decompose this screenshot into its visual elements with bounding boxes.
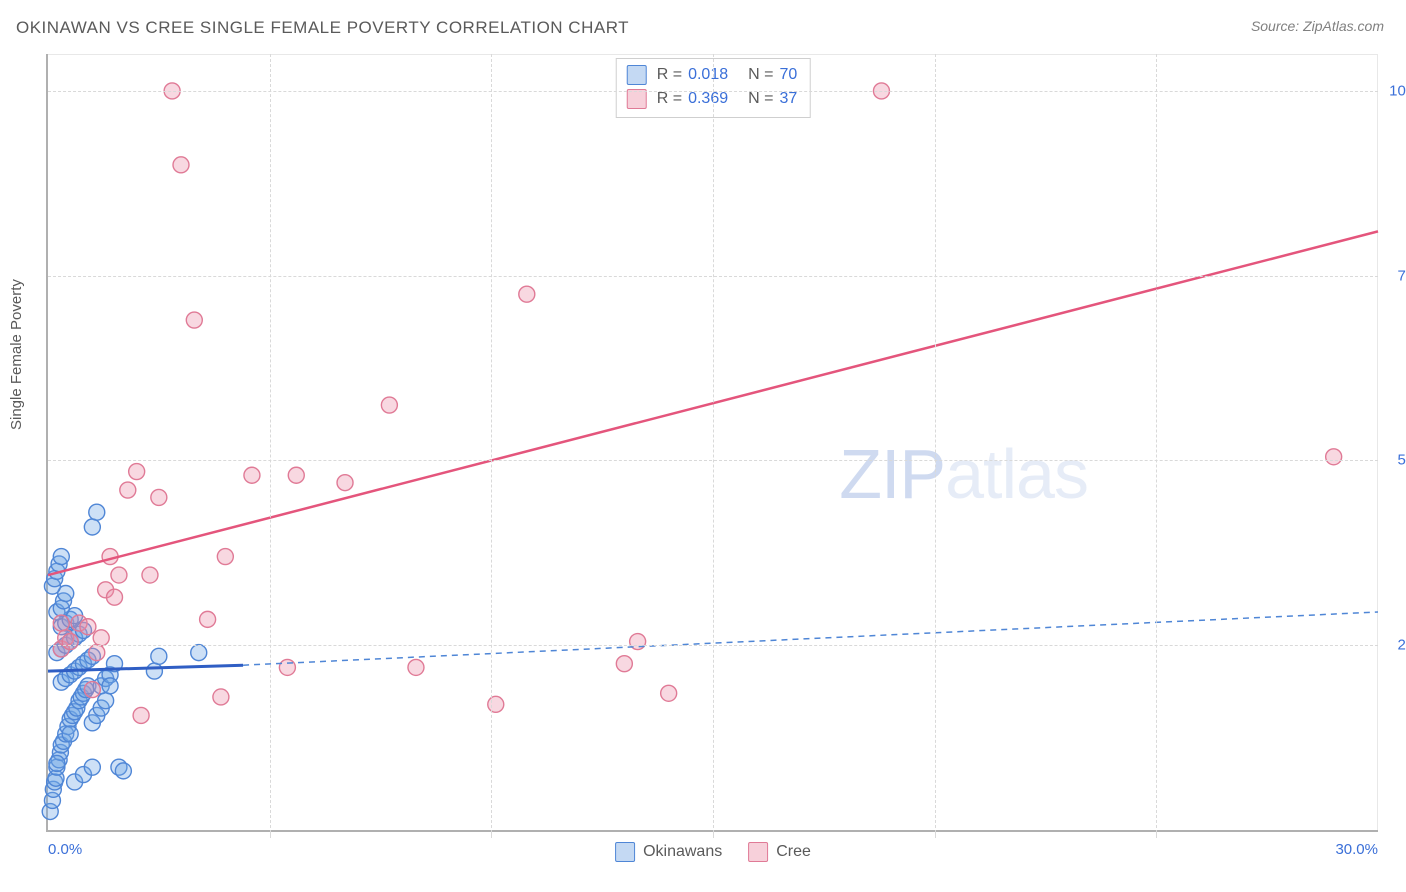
legend-value: 70: [779, 63, 797, 87]
y-tick-label: 50.0%: [1384, 452, 1406, 469]
data-point: [107, 589, 123, 605]
y-axis-label: Single Female Poverty: [8, 279, 25, 430]
data-point: [49, 755, 65, 771]
data-point: [279, 659, 295, 675]
series-legend: Okinawans Cree: [615, 842, 811, 862]
data-point: [151, 489, 167, 505]
data-point: [381, 397, 397, 413]
data-point: [53, 615, 69, 631]
gridline-v: [935, 54, 936, 838]
data-point: [1326, 449, 1342, 465]
data-point: [84, 759, 100, 775]
legend-item: Okinawans: [615, 842, 722, 862]
swatch-icon: [615, 842, 635, 862]
data-point: [80, 619, 96, 635]
legend-row: R = 0.018 N = 70: [627, 63, 798, 87]
data-point: [408, 659, 424, 675]
plot-area: ZIPatlas R = 0.018 N = 70 R = 0.369 N = …: [46, 54, 1378, 832]
data-point: [488, 696, 504, 712]
data-point: [111, 567, 127, 583]
data-point: [217, 549, 233, 565]
gridline-v: [270, 54, 271, 838]
data-point: [151, 648, 167, 664]
source-label: Source: ZipAtlas.com: [1251, 18, 1384, 34]
legend-label: R =: [657, 63, 682, 87]
data-point: [120, 482, 136, 498]
chart-title: OKINAWAN VS CREE SINGLE FEMALE POVERTY C…: [16, 18, 629, 38]
swatch-icon: [627, 89, 647, 109]
y-tick-label: 75.0%: [1384, 267, 1406, 284]
data-point: [146, 663, 162, 679]
data-point: [186, 312, 202, 328]
gridline-v: [1156, 54, 1157, 838]
data-point: [84, 519, 100, 535]
swatch-icon: [627, 65, 647, 85]
data-point: [89, 645, 105, 661]
x-tick-label: 30.0%: [1335, 841, 1378, 858]
data-point: [213, 689, 229, 705]
data-point: [129, 464, 145, 480]
data-point: [98, 693, 114, 709]
data-point: [616, 656, 632, 672]
data-point: [661, 685, 677, 701]
legend-label: N =: [748, 63, 773, 87]
data-point: [53, 549, 69, 565]
data-point: [288, 467, 304, 483]
x-tick-label: 0.0%: [48, 841, 82, 858]
data-point: [89, 504, 105, 520]
data-point: [62, 726, 78, 742]
data-point: [173, 157, 189, 173]
data-point: [200, 611, 216, 627]
chart-container: OKINAWAN VS CREE SINGLE FEMALE POVERTY C…: [0, 0, 1406, 892]
y-tick-label: 100.0%: [1384, 82, 1406, 99]
data-point: [191, 645, 207, 661]
data-point: [519, 286, 535, 302]
data-point: [84, 682, 100, 698]
gridline-v: [491, 54, 492, 838]
gridline-v: [713, 54, 714, 838]
data-point: [102, 678, 118, 694]
legend-value: 0.018: [688, 63, 728, 87]
legend-item-label: Okinawans: [643, 843, 722, 861]
data-point: [115, 763, 131, 779]
data-point: [93, 630, 109, 646]
data-point: [133, 707, 149, 723]
trend-line-extrapolated: [243, 612, 1378, 665]
y-tick-label: 25.0%: [1384, 637, 1406, 654]
data-point: [244, 467, 260, 483]
swatch-icon: [748, 842, 768, 862]
data-point: [142, 567, 158, 583]
data-point: [62, 634, 78, 650]
data-point: [337, 475, 353, 491]
legend-item: Cree: [748, 842, 811, 862]
legend-item-label: Cree: [776, 843, 811, 861]
